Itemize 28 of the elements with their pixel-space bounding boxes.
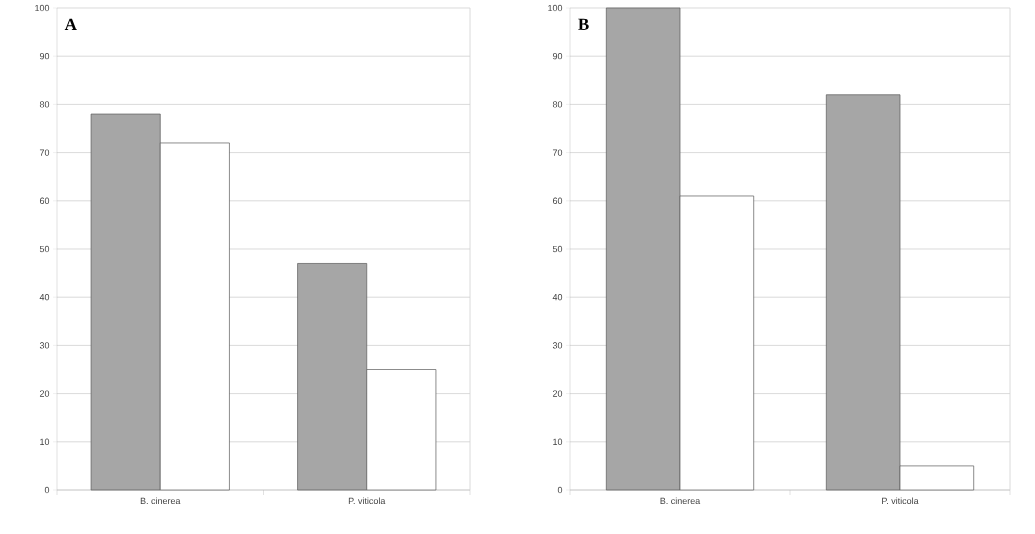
y-tick-label: 20 [39,390,50,397]
y-tick-label: 90 [552,53,563,60]
y-tick-label: 80 [39,101,50,108]
y-tick-label: 10 [553,438,563,445]
y-tick-label: 40 [39,294,50,301]
y-tick-label: 100 [35,4,50,12]
y-tick-label: 20 [552,390,563,397]
x-tick-label: P. viticola [882,497,919,505]
y-tick-label: 50 [552,245,563,253]
y-tick-label: 10 [40,438,50,445]
y-tick-label: 100 [548,4,563,12]
y-tick-label: 90 [39,53,50,60]
y-tick-label: 30 [39,342,50,349]
x-tick-label: B. cinerea [140,497,181,505]
y-tick-label: 60 [552,197,563,204]
y-tick-label: 40 [552,294,563,301]
y-tick-label: 70 [39,149,50,156]
y-tick-label: 0 [44,486,50,494]
x-tick-label: P. viticola [348,497,386,505]
y-tick-label: 50 [39,245,50,253]
annotation: B [578,18,589,30]
y-tick-label: 60 [39,197,50,204]
annotation: A [64,18,77,30]
x-tick-label: B. cinerea [660,497,701,505]
y-tick-label: 30 [552,342,563,349]
y-tick-label: 80 [552,101,563,108]
y-tick-label: 0 [557,486,563,494]
y-tick-label: 70 [552,149,563,156]
